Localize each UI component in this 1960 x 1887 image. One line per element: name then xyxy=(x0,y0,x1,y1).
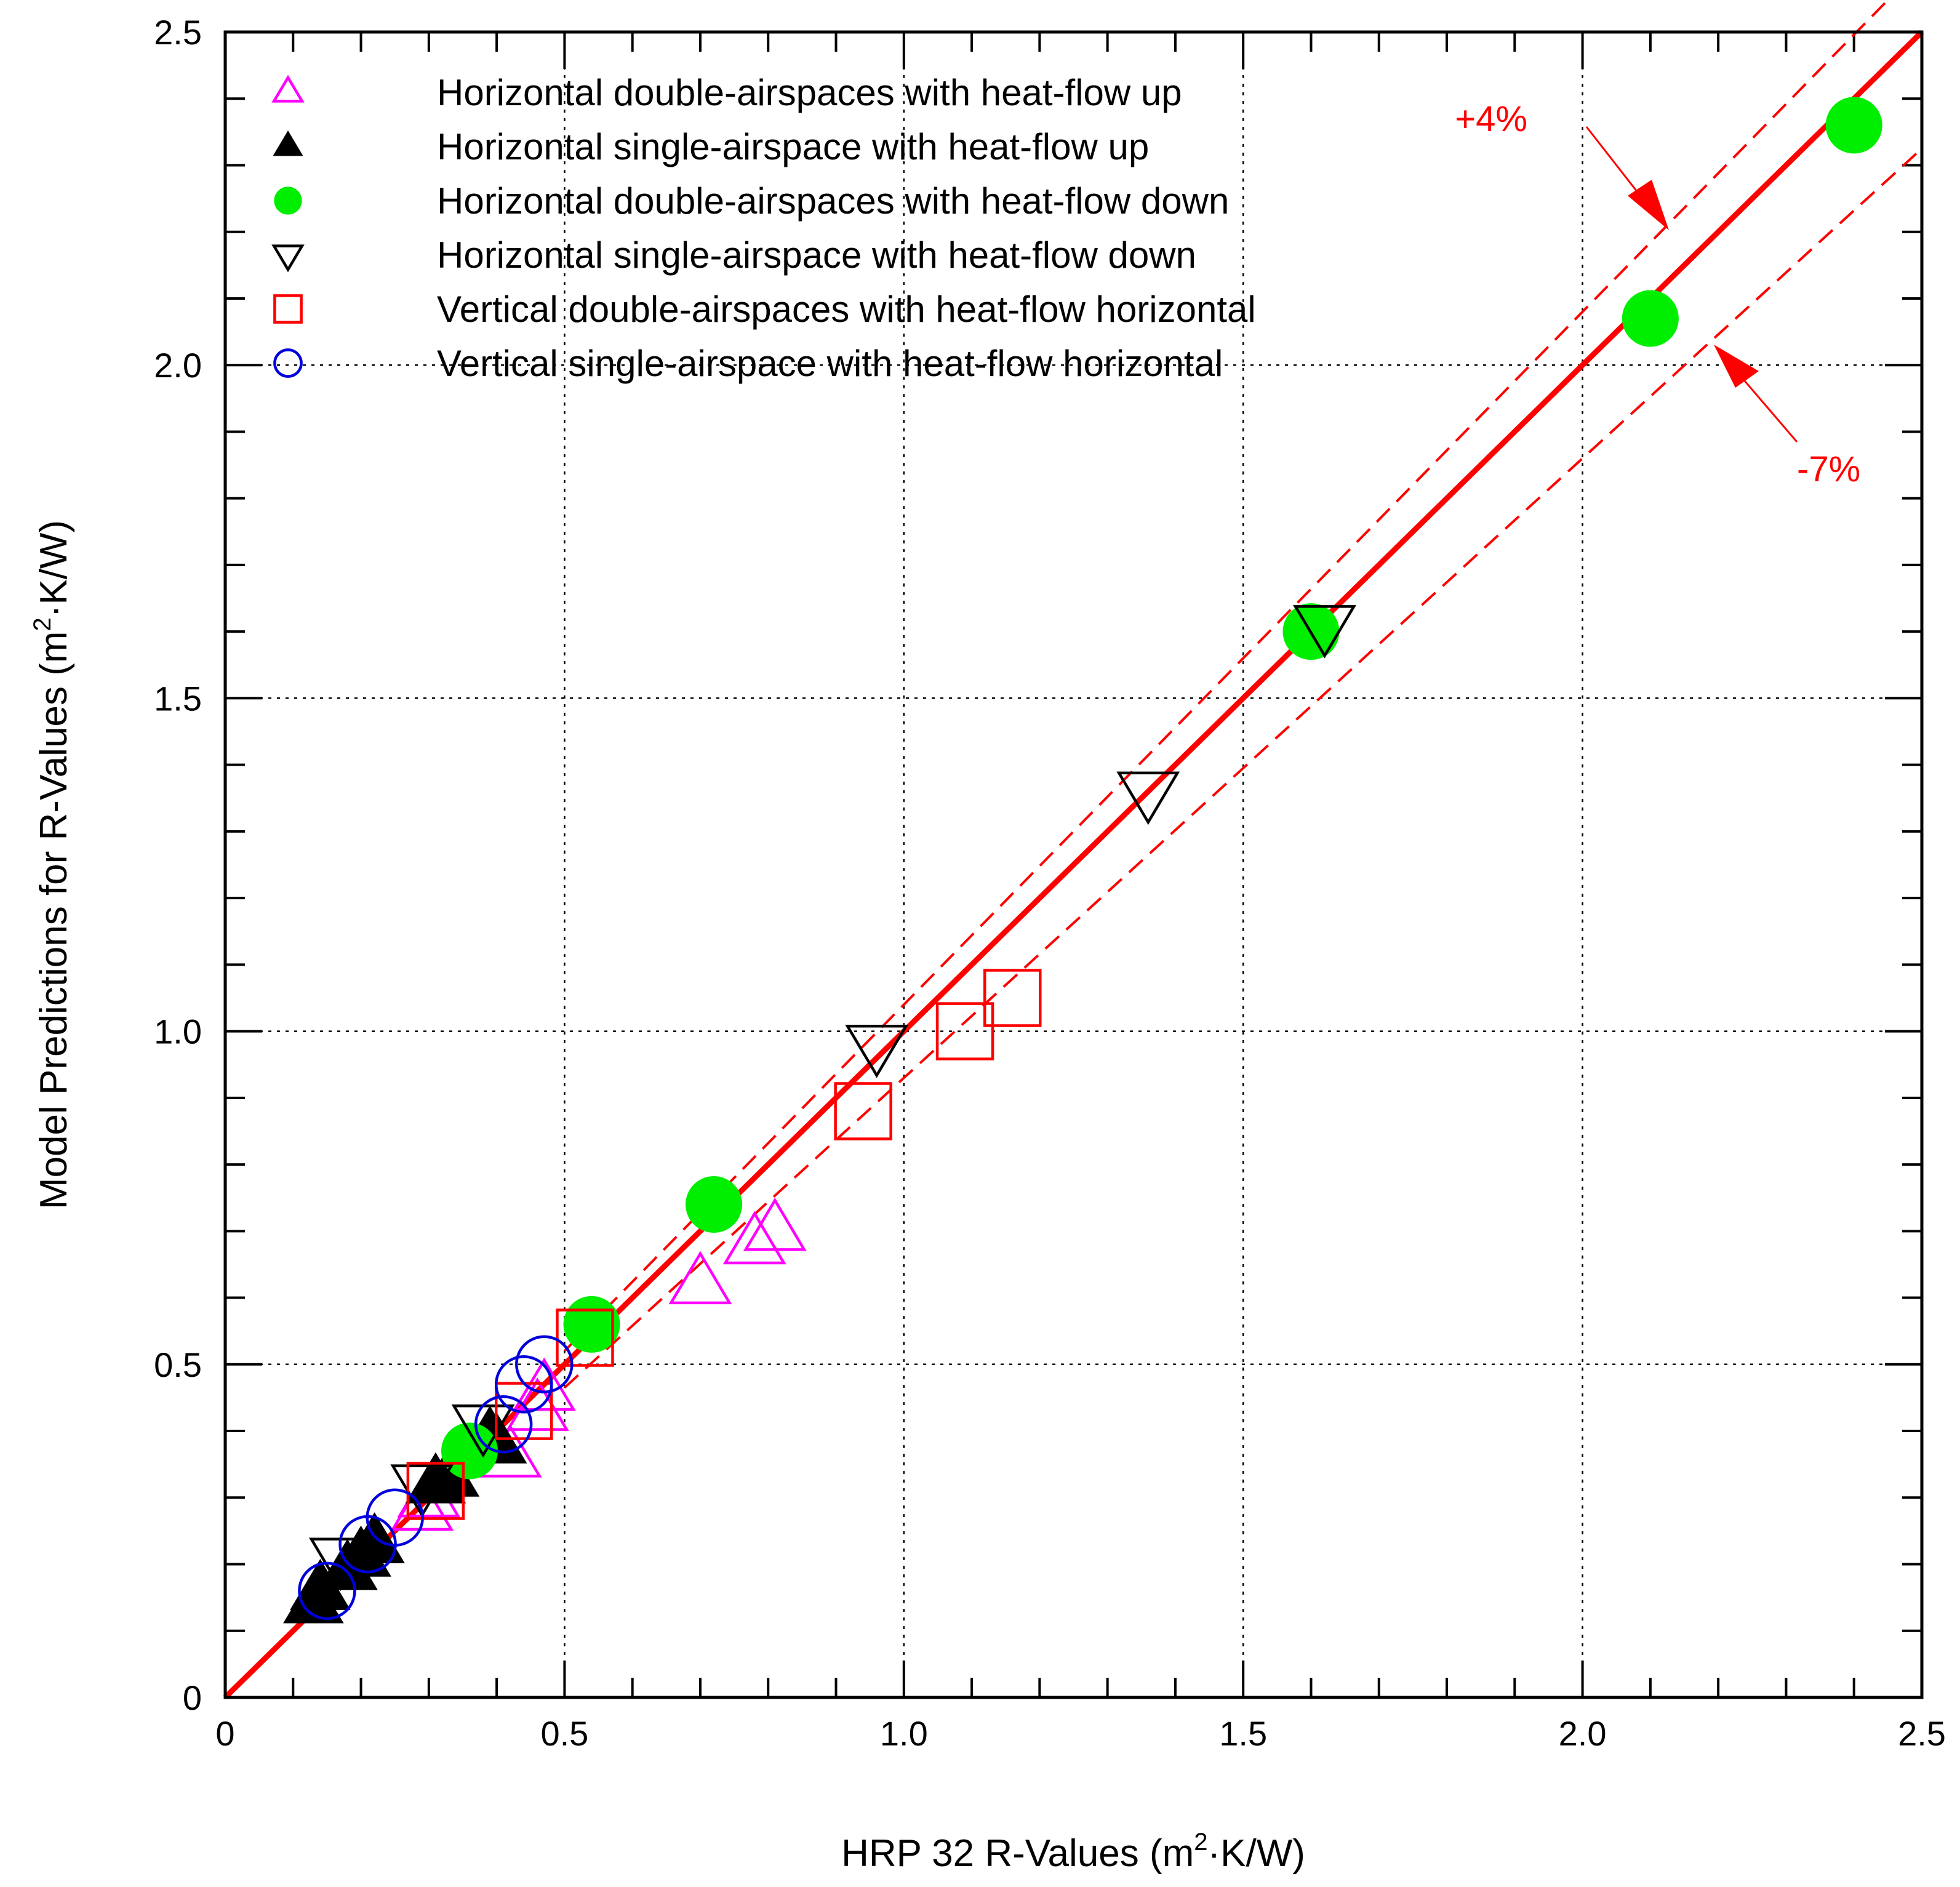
data-point xyxy=(668,1251,732,1305)
plot-frame xyxy=(223,30,1924,1699)
legend-entry-label: Horizontal double-airspaces with heat-fl… xyxy=(437,72,1182,113)
data-points xyxy=(283,97,1882,1624)
data-point xyxy=(406,1462,465,1520)
legend-entry-label: Vertical single-airspace with heat-flow … xyxy=(437,343,1223,384)
series-5 xyxy=(406,969,1042,1520)
data-point xyxy=(474,1395,533,1454)
x-tick-label: 0.5 xyxy=(540,1714,588,1753)
reference-line xyxy=(564,147,1923,1389)
axis-ticks xyxy=(224,31,1923,1699)
data-point xyxy=(298,1561,356,1621)
data-point xyxy=(935,1002,994,1060)
legend-marker xyxy=(271,74,305,103)
annotation-arrowhead xyxy=(1628,180,1669,230)
data-point xyxy=(563,1296,620,1353)
legend-marker xyxy=(273,348,303,378)
data-point xyxy=(1293,605,1356,659)
y-tick-label: 1.5 xyxy=(154,679,202,718)
reference-line xyxy=(563,0,1890,1352)
legend-marker xyxy=(273,130,303,156)
x-tick-label: 2.5 xyxy=(1898,1714,1946,1753)
data-point xyxy=(1825,97,1882,154)
tick-labels: 0 0.5 1.0 1.5 2.0 2.5 0 0.5 1.0 1.5 2.0 2.5 xyxy=(154,13,1946,1753)
data-point xyxy=(556,1308,614,1367)
data-point xyxy=(686,1176,743,1233)
y-tick-label: 0 xyxy=(183,1678,202,1717)
legend-entry-label: Vertical double-airspaces with heat-flow… xyxy=(437,289,1256,330)
legend: Horizontal double-airspaces with heat-fl… xyxy=(271,72,1256,384)
data-point xyxy=(1116,771,1180,825)
y-tick-label: 1.0 xyxy=(154,1012,202,1051)
data-point xyxy=(834,1082,892,1140)
legend-entry-label: Horizontal double-airspaces with heat-fl… xyxy=(437,180,1229,222)
annotations: +4% -7% xyxy=(1455,99,1860,489)
x-tick-label: 1.0 xyxy=(880,1714,928,1753)
data-point xyxy=(494,1355,553,1414)
annotation-minus-7-percent: -7% xyxy=(1797,449,1860,489)
x-tick-label: 0 xyxy=(215,1714,234,1753)
annotation-plus-4-percent: +4% xyxy=(1455,99,1527,139)
data-point xyxy=(515,1335,574,1394)
data-point xyxy=(722,1211,786,1265)
y-axis-title: Model Predictions for R-Values (m2·K/W) xyxy=(29,520,75,1209)
legend-entry-label: Horizontal single-airspace with heat-flo… xyxy=(437,234,1196,276)
legend-entry-label: Horizontal single-airspace with heat-flo… xyxy=(437,126,1149,167)
data-point xyxy=(743,1197,807,1251)
grid xyxy=(225,32,1922,1697)
x-axis-title: HRP 32 R-Values (m2·K/W) xyxy=(841,1829,1305,1875)
data-point xyxy=(845,1024,909,1078)
data-point xyxy=(983,969,1042,1027)
legend-marker xyxy=(274,186,302,215)
y-tick-label: 2.0 xyxy=(154,346,202,385)
legend-marker xyxy=(271,244,305,273)
data-point xyxy=(512,1357,576,1411)
y-tick-label: 0.5 xyxy=(154,1345,202,1384)
x-tick-label: 1.5 xyxy=(1219,1714,1267,1753)
annotation-arrowhead xyxy=(1714,345,1759,388)
data-point xyxy=(366,1488,424,1547)
x-tick-label: 2.0 xyxy=(1559,1714,1607,1753)
series-6 xyxy=(298,1335,574,1621)
data-point xyxy=(1622,290,1679,347)
y-tick-label: 2.5 xyxy=(154,13,202,52)
legend-marker xyxy=(273,294,303,324)
